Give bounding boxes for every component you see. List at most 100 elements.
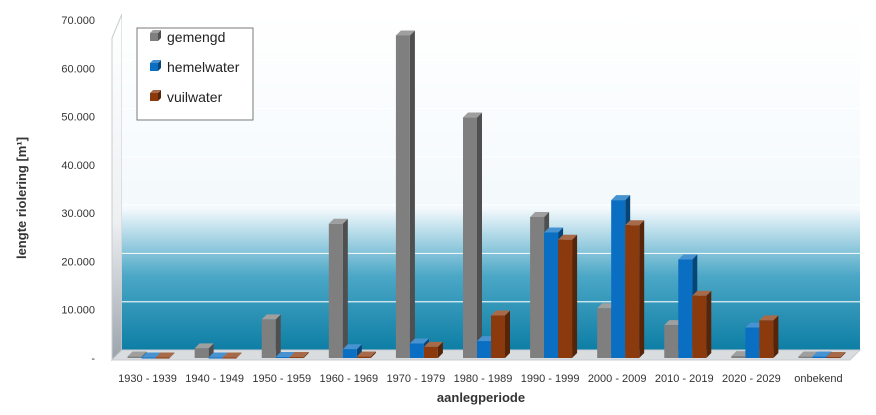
bar-front <box>356 356 371 358</box>
bar-front <box>261 319 276 358</box>
bar-top <box>155 352 175 358</box>
bar-front <box>731 356 746 358</box>
legend-swatch-top <box>150 90 161 93</box>
x-tick-label: 2010 - 2019 <box>655 373 714 385</box>
bar-top <box>342 344 362 350</box>
bar-front <box>597 308 612 358</box>
legend-swatch <box>150 93 158 101</box>
bar-front <box>141 357 156 359</box>
bar-front <box>463 117 477 358</box>
bar-front <box>477 341 491 358</box>
bar-front <box>409 343 424 358</box>
y-tick-label: 60.000 <box>61 63 95 75</box>
bar-top <box>530 212 550 218</box>
y-tick-label: 30.000 <box>61 208 95 220</box>
bar-top <box>812 351 832 357</box>
y-tick-label: 70.000 <box>61 15 95 27</box>
bar-side <box>437 341 443 358</box>
bar-front <box>222 357 237 359</box>
bar-top <box>261 314 281 320</box>
bar-front <box>798 356 813 358</box>
x-tick-label: 1950 - 1959 <box>252 373 311 385</box>
legend-item-gemengd: gemengd <box>150 29 225 45</box>
bar-side <box>208 343 214 358</box>
bar-front <box>127 356 142 358</box>
bar-side <box>370 351 376 358</box>
bar-top <box>678 254 698 260</box>
bar-front <box>678 259 693 358</box>
y-tick-label: 10.000 <box>61 305 95 317</box>
bar-side <box>840 352 846 358</box>
bar-side <box>505 310 510 358</box>
bar-front <box>194 348 209 358</box>
x-tick-label: 1940 - 1949 <box>185 373 244 385</box>
legend: gemengd hemelwater vuilwater <box>136 27 254 121</box>
bar-top <box>826 352 846 358</box>
legend-box <box>136 27 254 121</box>
bar-vuilwater-4 <box>423 341 443 358</box>
bar-top <box>625 220 645 226</box>
bar-side <box>169 352 175 358</box>
legend-swatch-top <box>150 60 161 63</box>
bar-side <box>706 290 712 358</box>
bar-top <box>409 338 429 344</box>
bar-side <box>639 220 645 358</box>
bar-gemengd-3 <box>328 218 348 358</box>
bar-front <box>812 356 827 358</box>
bar-top <box>194 343 214 349</box>
bar-front <box>558 239 573 358</box>
bar-front <box>395 35 410 359</box>
bar-gemengd-4 <box>395 30 415 359</box>
bar-top <box>222 352 242 358</box>
bar-front <box>745 327 760 358</box>
bar-front <box>611 200 626 358</box>
bar-top <box>463 112 482 118</box>
bar-top <box>798 351 818 357</box>
legend-label: vuilwater <box>167 89 223 105</box>
bar-side <box>342 218 348 358</box>
bar-top <box>491 310 510 316</box>
bar-top <box>611 195 631 201</box>
legend-label: hemelwater <box>167 59 240 75</box>
bar-side <box>477 112 482 358</box>
bar-top <box>759 315 779 321</box>
bar-front <box>491 315 505 358</box>
side-wall <box>111 13 123 362</box>
bar-vuilwater-7 <box>625 220 645 358</box>
legend-item-hemelwater: hemelwater <box>150 59 240 75</box>
bar-vuilwater-6 <box>558 234 578 358</box>
bar-side <box>572 234 578 358</box>
bar-side <box>275 314 281 358</box>
y-tick-label: 20.000 <box>61 256 95 268</box>
x-axis-title: aanlegperiode <box>437 390 525 405</box>
x-tick-label: onbekend <box>794 373 842 385</box>
bar-top <box>141 352 161 358</box>
bar-front <box>759 320 774 358</box>
bar-vuilwater-3 <box>356 351 376 358</box>
bar-front <box>625 225 640 358</box>
y-tick-label: 40.000 <box>61 160 95 172</box>
bar-vuilwater-0 <box>155 352 175 359</box>
bar-gemengd-1 <box>194 343 214 358</box>
legend-swatch-side <box>158 30 161 41</box>
bar-top <box>208 352 228 358</box>
bar-top <box>289 352 309 358</box>
bar-top <box>275 352 295 358</box>
bar-side <box>303 352 309 358</box>
y-tick-label: - <box>91 353 95 365</box>
x-tick-label: 1980 - 1989 <box>454 373 513 385</box>
bar-front <box>328 223 343 358</box>
bar-front <box>544 232 559 358</box>
bar-top <box>558 234 578 240</box>
bar-top <box>328 218 348 224</box>
y-tick-label: 50.000 <box>61 112 95 124</box>
bar-side <box>409 30 415 359</box>
bar-top <box>395 30 415 36</box>
legend-swatch <box>150 33 158 41</box>
bar-front <box>289 357 304 359</box>
bar-gemengd-5 <box>463 112 482 358</box>
bar-vuilwater-10 <box>826 352 846 359</box>
bar-front <box>664 325 679 358</box>
bar-top <box>423 341 443 347</box>
y-axis-title: lengte riolering [m¹] <box>14 137 29 259</box>
